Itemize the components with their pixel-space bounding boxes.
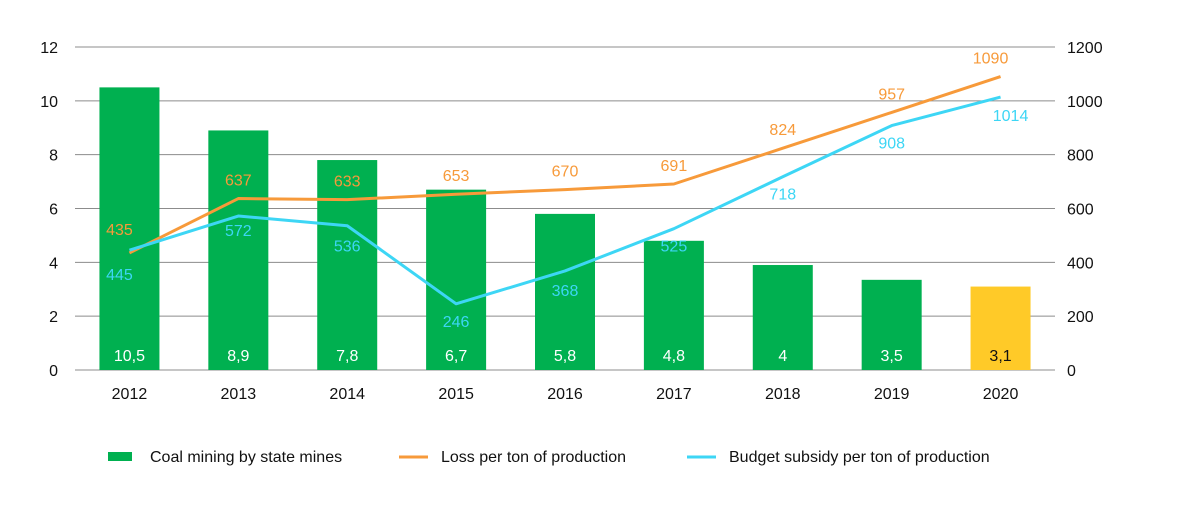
axes: 0 0 2 200 4 400 6 600 8 800 10 1000 12 1200 2012 2013 20… (40, 40, 1102, 403)
left-tick-label: 4 (49, 255, 58, 272)
legend-label: Coal mining by state mines (150, 449, 342, 466)
bar-value-label: 8,9 (227, 348, 249, 365)
bar (99, 87, 160, 370)
subsidy-value-label: 525 (661, 239, 688, 256)
left-tick-label: 0 (49, 363, 58, 380)
legend: Coal mining by state mines Loss per ton o… (108, 449, 990, 466)
subsidy-value-label: 908 (878, 136, 905, 153)
right-tick-label: 800 (1067, 148, 1094, 165)
data-labels: 10,5 8,9 7,8 6,7 5,8 4,8 4 3,5 3,1 435 637 633 653 67… (106, 51, 1028, 365)
subsidy-value-label: 246 (443, 314, 470, 331)
bar (426, 189, 487, 370)
loss-value-label: 691 (661, 158, 688, 175)
bar-value-label: 3,1 (989, 348, 1011, 365)
bar (535, 213, 595, 370)
right-tick-label: 600 (1067, 202, 1094, 219)
bar-value-label: 6,7 (445, 348, 467, 365)
legend-item: Budget subsidy per ton of production (687, 449, 990, 466)
x-tick-label: 2016 (547, 386, 583, 403)
legend-swatch (108, 452, 132, 461)
x-tick-label: 2017 (656, 386, 692, 403)
legend-item: Loss per ton of production (399, 449, 626, 466)
bar-value-label: 3,5 (881, 348, 903, 365)
loss-value-label: 1090 (973, 51, 1009, 68)
x-tick-label: 2020 (983, 386, 1019, 403)
loss-value-label: 670 (552, 164, 579, 181)
x-tick-label: 2013 (221, 386, 257, 403)
x-tick-label: 2018 (765, 386, 801, 403)
right-tick-label: 200 (1067, 309, 1094, 326)
bar (317, 160, 378, 370)
bar (208, 130, 269, 370)
right-tick-label: 1000 (1067, 94, 1103, 111)
subsidy-value-label: 572 (225, 223, 252, 240)
right-tick-label: 0 (1067, 363, 1076, 380)
x-tick-label: 2012 (112, 386, 148, 403)
x-tick-label: 2015 (438, 386, 474, 403)
subsidy-line (128, 95, 1001, 306)
loss-line (128, 75, 1002, 255)
loss-value-label: 653 (443, 168, 470, 185)
legend-label: Budget subsidy per ton of production (729, 449, 990, 466)
subsidy-value-label: 718 (769, 187, 796, 204)
bar (970, 286, 1031, 370)
bar-value-label: 10,5 (114, 348, 145, 365)
subsidy-value-label: 1014 (993, 108, 1029, 125)
left-tick-label: 12 (40, 40, 58, 57)
left-tick-label: 6 (49, 202, 58, 219)
loss-value-label: 824 (769, 122, 796, 139)
bar-value-label: 7,8 (336, 348, 358, 365)
subsidy-value-label: 536 (334, 239, 361, 256)
legend-label: Loss per ton of production (441, 449, 626, 466)
legend-item: Coal mining by state mines (108, 449, 342, 466)
subsidy-value-label: 445 (106, 267, 133, 284)
loss-value-label: 637 (225, 173, 252, 190)
x-tick-label: 2014 (329, 386, 365, 403)
subsidy-value-label: 368 (552, 283, 579, 300)
loss-value-label: 957 (878, 86, 905, 103)
right-tick-label: 400 (1067, 255, 1094, 272)
bar (752, 265, 813, 370)
loss-value-label: 633 (334, 174, 361, 191)
bar-value-label: 4,8 (663, 348, 685, 365)
x-tick-label: 2019 (874, 386, 910, 403)
left-tick-label: 2 (49, 309, 58, 326)
right-tick-label: 1200 (1067, 40, 1103, 57)
left-tick-label: 8 (49, 148, 58, 165)
loss-value-label: 435 (106, 222, 133, 239)
bars (99, 87, 1031, 370)
bar (643, 240, 704, 370)
lines (128, 75, 1002, 306)
bar-value-label: 5,8 (554, 348, 576, 365)
bar (861, 279, 922, 370)
left-tick-label: 10 (40, 94, 58, 111)
bar-value-label: 4 (778, 348, 787, 365)
